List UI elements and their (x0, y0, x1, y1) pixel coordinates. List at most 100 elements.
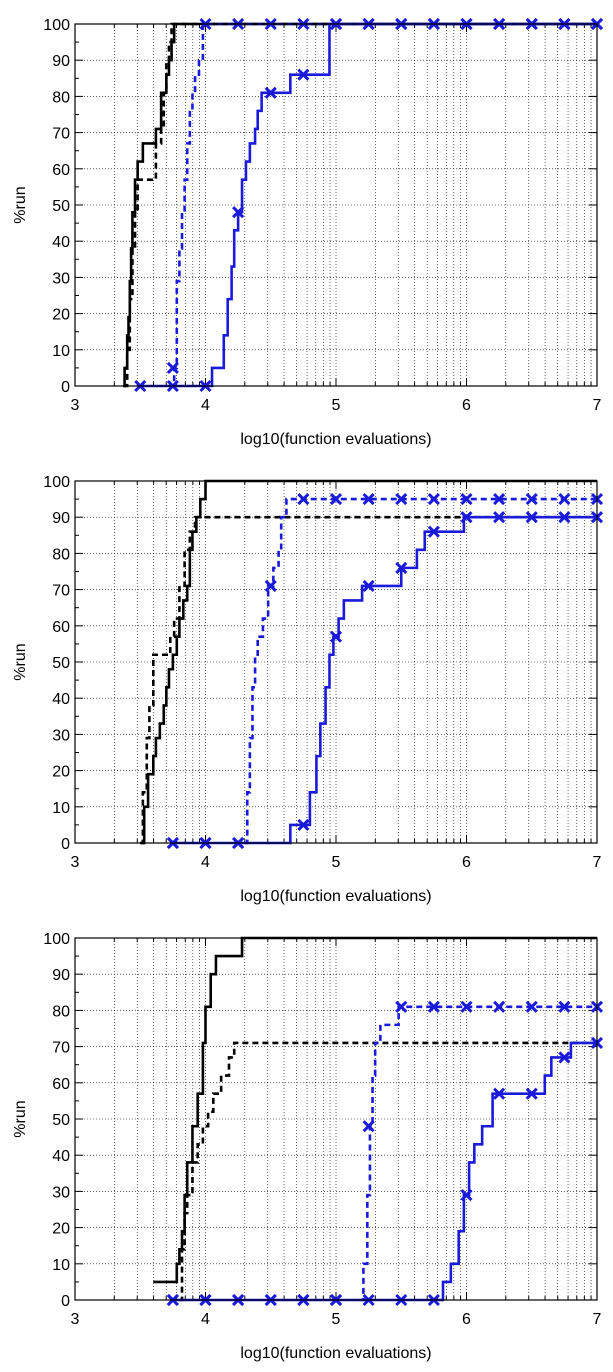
y-tick-label: 0 (61, 836, 70, 853)
y-tick-label: 80 (52, 89, 70, 106)
x-tick-label: 5 (332, 1311, 341, 1328)
series-marker-x (395, 561, 408, 574)
y-tick-label: 10 (52, 1257, 70, 1274)
y-tick-label: 10 (52, 343, 70, 360)
ecdf-chart-panel-2: 3 4 5 6 7 0 10 20 30 40 50 60 70 80 90 100 log10(functio… (0, 457, 613, 914)
series-marker-x (493, 1087, 506, 1100)
y-axis-label: %run (12, 643, 29, 680)
y-tick-label: 70 (52, 1040, 70, 1057)
y-tick-label: 20 (52, 307, 70, 324)
y-tick-label: 60 (52, 162, 70, 179)
y-axis-label: %run (12, 1100, 29, 1137)
series-marker-x (427, 525, 440, 538)
ecdf-chart-panel-3: 3 4 5 6 7 0 10 20 30 40 50 60 70 80 90 100 log10(functio… (0, 914, 613, 1371)
y-tick-label: 70 (52, 583, 70, 600)
y-tick-label: 20 (52, 764, 70, 781)
series-marker-x (460, 493, 473, 506)
series-marker-x (525, 511, 538, 524)
series-line-4 (140, 22, 597, 388)
series-marker-x (264, 579, 277, 593)
series-marker-x (558, 1000, 571, 1013)
y-tick-label: 100 (43, 474, 70, 491)
y-tick-label: 60 (52, 1076, 70, 1093)
plot-frame (74, 937, 598, 1301)
series-marker-x (427, 1000, 440, 1013)
x-axis-label: log10(function evaluations) (240, 1345, 431, 1362)
chart-svg: 3 4 5 6 70102030405060708090100log10(functio… (12, 931, 604, 1362)
x-tick-label: 4 (201, 397, 210, 414)
x-tick-label: 3 (71, 1311, 80, 1328)
x-tick-label: 7 (593, 854, 602, 871)
plot-frame (74, 23, 598, 387)
y-tick-label: 90 (52, 53, 70, 70)
y-tick-label: 40 (52, 234, 70, 251)
y-tick-label: 70 (52, 126, 70, 143)
series-line-1 (123, 22, 597, 388)
series-marker-x (297, 818, 310, 831)
y-tick-label: 30 (52, 1184, 70, 1201)
series-line-2 (123, 22, 597, 388)
series-marker-x (395, 493, 408, 506)
chart-svg: 3 4 5 6 70102030405060708090100log10(functio… (12, 474, 604, 905)
plot-frame (74, 480, 598, 844)
series-marker-x (460, 511, 473, 524)
x-axis-label: log10(function evaluations) (240, 431, 431, 448)
y-tick-label: 0 (61, 1293, 70, 1310)
chart-svg: 3 4 5 6 70102030405060708090100log10(functio… (12, 17, 604, 448)
x-tick-label: 5 (332, 854, 341, 871)
series-line-3 (359, 1005, 597, 1302)
series-marker-x (232, 206, 245, 219)
y-tick-label: 50 (52, 198, 70, 215)
series-line-4 (172, 1041, 597, 1302)
ecdf-chart-panel-1: 3 4 5 6 7 0 10 20 30 40 50 60 70 80 90 100 log10(functio… (0, 0, 613, 457)
y-axis-label: %run (12, 186, 29, 223)
series-marker-x (329, 493, 343, 506)
x-tick-label: 6 (462, 1311, 471, 1328)
series-line-1 (153, 936, 597, 1284)
series-marker-x (558, 511, 571, 524)
x-tick-label: 6 (462, 854, 471, 871)
y-tick-label: 30 (52, 270, 70, 287)
series-marker-x (264, 86, 277, 99)
x-tick-label: 3 (71, 854, 80, 871)
series-marker-x (362, 579, 375, 593)
series-marker-x (525, 1087, 538, 1100)
y-tick-label: 100 (43, 17, 70, 34)
series-marker-x (525, 1000, 538, 1013)
series-marker-x (166, 361, 179, 374)
x-tick-label: 3 (71, 397, 80, 414)
series-marker-x (362, 1120, 375, 1133)
y-tick-label: 20 (52, 1221, 70, 1238)
series-marker-x (493, 493, 506, 506)
series-marker-x (395, 1000, 408, 1013)
series-marker-x (460, 1000, 473, 1013)
y-tick-label: 80 (52, 1003, 70, 1020)
y-tick-label: 80 (52, 546, 70, 563)
series-marker-x (525, 493, 538, 506)
series-marker-x (460, 1188, 473, 1202)
series-marker-x (493, 511, 506, 524)
y-tick-label: 50 (52, 1112, 70, 1129)
x-tick-label: 4 (201, 854, 210, 871)
x-tick-label: 7 (593, 1311, 602, 1328)
x-tick-label: 7 (593, 397, 602, 414)
series-marker-x (493, 1000, 506, 1013)
x-axis-label: log10(function evaluations) (240, 888, 431, 905)
series-marker-x (329, 630, 343, 643)
series-marker-x (362, 493, 375, 506)
y-tick-label: 90 (52, 510, 70, 527)
x-tick-label: 6 (462, 397, 471, 414)
series-line-2 (140, 515, 597, 845)
y-tick-label: 40 (52, 691, 70, 708)
x-tick-label: 4 (201, 1311, 210, 1328)
y-tick-label: 0 (61, 379, 70, 396)
series-marker-x (558, 493, 571, 506)
series-line-1 (140, 479, 597, 845)
x-tick-label: 5 (332, 397, 341, 414)
y-tick-label: 10 (52, 800, 70, 817)
y-tick-label: 50 (52, 655, 70, 672)
y-tick-label: 40 (52, 1148, 70, 1165)
series-marker-x (558, 1051, 571, 1064)
grid (75, 481, 597, 843)
series-line-3 (168, 22, 597, 388)
